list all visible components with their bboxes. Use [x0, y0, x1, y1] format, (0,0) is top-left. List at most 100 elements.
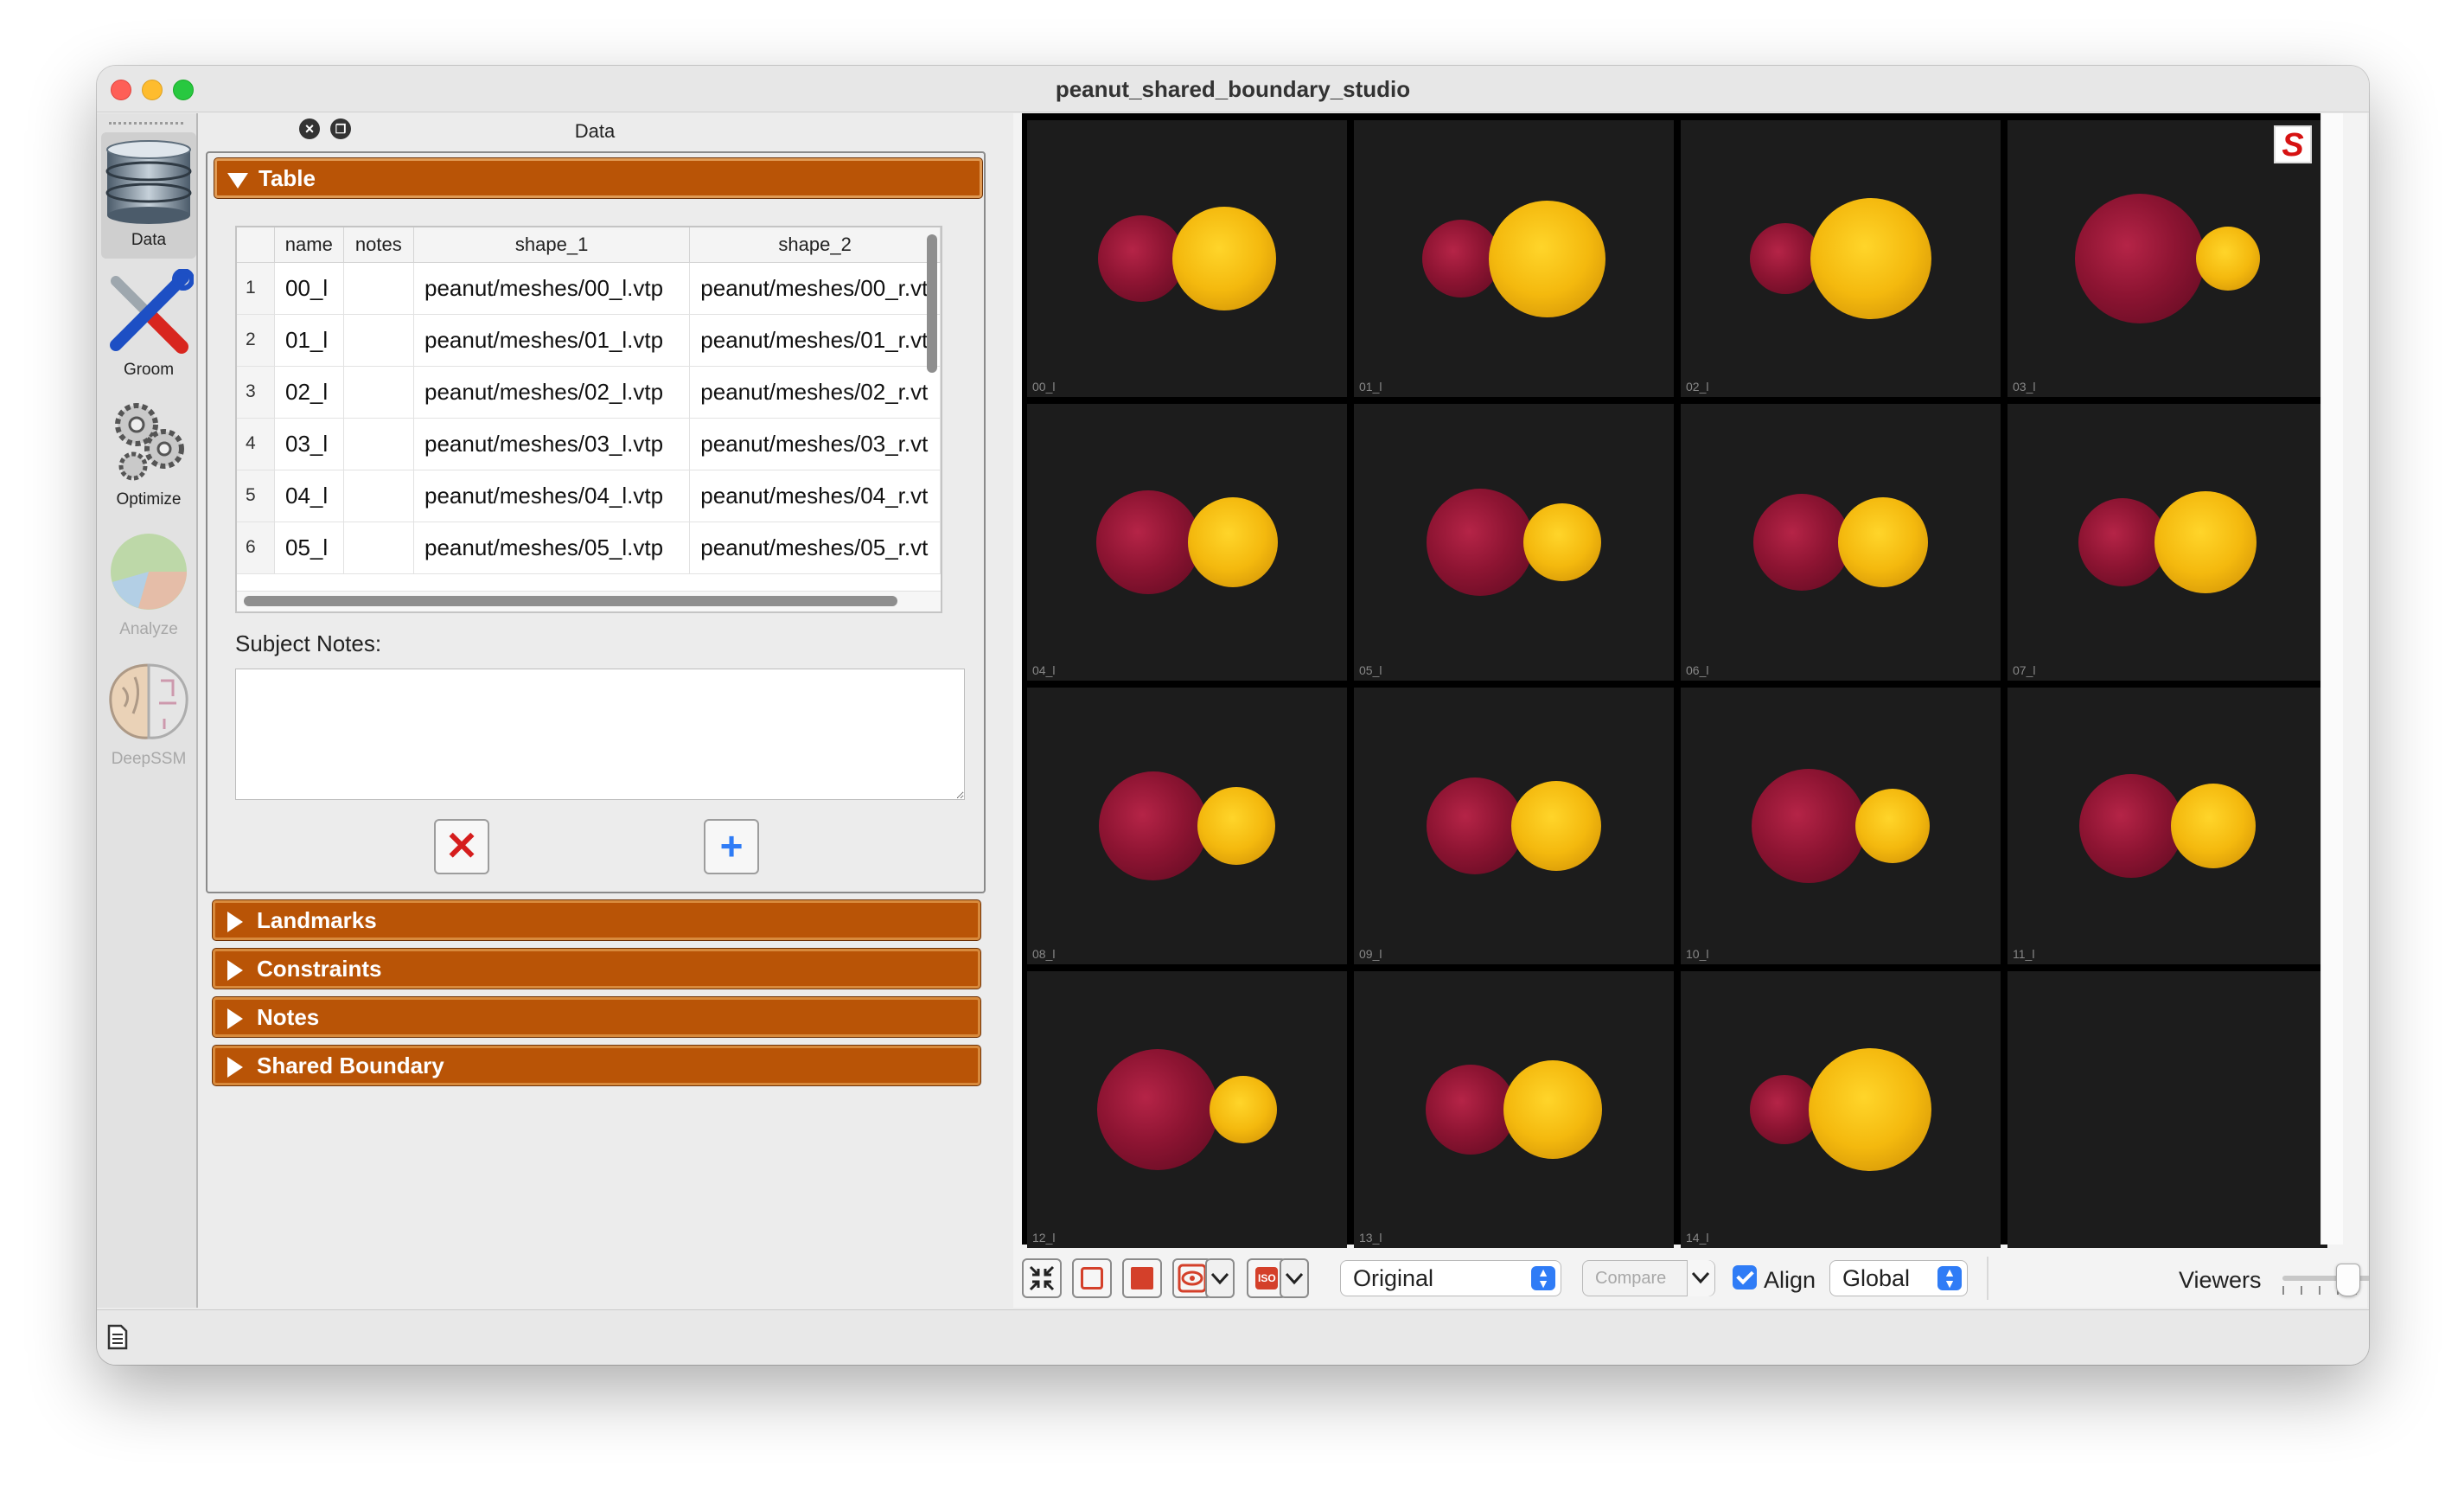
- cell-notes[interactable]: [343, 418, 414, 470]
- cell-notes[interactable]: [343, 470, 414, 522]
- tool-optimize[interactable]: Optimize: [101, 392, 196, 518]
- cell-name[interactable]: 04_l: [274, 470, 344, 522]
- cell-name[interactable]: 00_l: [274, 262, 344, 315]
- render-viewport[interactable]: 06_l: [1681, 404, 2001, 681]
- render-viewport[interactable]: 14_l: [1681, 971, 2001, 1248]
- subject-notes-textarea[interactable]: [235, 669, 965, 800]
- tool-data[interactable]: Data: [101, 132, 196, 259]
- column-header-name[interactable]: name: [274, 227, 344, 263]
- tool-groom[interactable]: Groom: [101, 262, 196, 388]
- row-number[interactable]: 6: [237, 522, 275, 574]
- dock-float-icon[interactable]: ❐: [330, 118, 351, 139]
- render-viewport[interactable]: 02_l: [1681, 120, 2001, 397]
- align-checkbox[interactable]: [1733, 1265, 1757, 1289]
- constraints-section-header[interactable]: Constraints: [213, 949, 980, 989]
- render-viewport[interactable]: 05_l: [1354, 404, 1674, 681]
- column-header-notes[interactable]: notes: [343, 227, 414, 263]
- app-window: peanut_shared_boundary_studio Data Gro: [97, 66, 2369, 1365]
- cell-notes[interactable]: [343, 522, 414, 574]
- row-number[interactable]: 5: [237, 470, 275, 522]
- row-number[interactable]: 4: [237, 418, 275, 470]
- cell-shape-1[interactable]: peanut/meshes/00_l.vtp: [413, 262, 691, 315]
- delete-subject-button[interactable]: ✕: [434, 819, 489, 874]
- cell-name[interactable]: 01_l: [274, 314, 344, 367]
- table-horizontal-scrollbar[interactable]: [244, 596, 897, 606]
- render-viewport[interactable]: 07_l: [2008, 404, 2327, 681]
- cell-shape-1[interactable]: peanut/meshes/03_l.vtp: [413, 418, 691, 470]
- table-row[interactable]: 4 03_l peanut/meshes/03_l.vtp peanut/meshes…: [237, 418, 941, 470]
- table-row[interactable]: 6 05_l peanut/meshes/05_l.vtp peanut/meshes…: [237, 522, 941, 574]
- viewers-slider-thumb[interactable]: [2336, 1264, 2360, 1296]
- viewers-slider-track[interactable]: [2282, 1276, 2369, 1281]
- reset-view-button[interactable]: [1072, 1258, 1112, 1298]
- cell-notes[interactable]: [343, 366, 414, 419]
- render-viewport[interactable]: 01_l: [1354, 120, 1674, 397]
- cell-shape-1[interactable]: peanut/meshes/02_l.vtp: [413, 366, 691, 419]
- center-view-button[interactable]: [1022, 1258, 1062, 1298]
- render-viewport[interactable]: 00_l: [1027, 120, 1347, 397]
- shape-2-mesh: [1510, 781, 1601, 871]
- add-subject-button[interactable]: +: [704, 819, 759, 874]
- row-number[interactable]: 1: [237, 262, 275, 315]
- render-viewport[interactable]: 04_l: [1027, 404, 1347, 681]
- cell-shape-1[interactable]: peanut/meshes/04_l.vtp: [413, 470, 691, 522]
- cell-name[interactable]: 05_l: [274, 522, 344, 574]
- render-grid[interactable]: 00_l 01_l 02_l 03_l 04_l 05_l 06_l 07_l 08_l 09_l…: [1022, 113, 2333, 1248]
- cell-shape-2[interactable]: peanut/meshes/05_r.vt: [689, 522, 941, 574]
- cell-notes[interactable]: [343, 314, 414, 367]
- table-row[interactable]: 5 04_l peanut/meshes/04_l.vtp peanut/meshes…: [237, 470, 941, 522]
- landmark-view-button[interactable]: [1122, 1258, 1162, 1298]
- shape-1-mesh: [1097, 1049, 1219, 1170]
- visibility-menu-button[interactable]: [1205, 1258, 1235, 1298]
- cell-shape-2[interactable]: peanut/meshes/04_r.vt: [689, 470, 941, 522]
- row-number[interactable]: 2: [237, 314, 275, 367]
- table-row[interactable]: 3 02_l peanut/meshes/02_l.vtp peanut/meshes…: [237, 366, 941, 419]
- column-header-shape-2[interactable]: shape_2: [689, 227, 941, 263]
- minimize-window-button[interactable]: [142, 80, 163, 100]
- cell-shape-1[interactable]: peanut/meshes/01_l.vtp: [413, 314, 691, 367]
- cell-shape-2[interactable]: peanut/meshes/03_r.vt: [689, 418, 941, 470]
- cell-shape-1[interactable]: peanut/meshes/05_l.vtp: [413, 522, 691, 574]
- cell-shape-2[interactable]: peanut/meshes/01_r.vt: [689, 314, 941, 367]
- viewer-scrollbar[interactable]: [2320, 113, 2343, 1245]
- iso-menu-button[interactable]: [1280, 1258, 1309, 1298]
- chevron-down-icon: [1285, 1272, 1304, 1285]
- render-viewport[interactable]: 10_l: [1681, 688, 2001, 964]
- shared-boundary-section-header[interactable]: Shared Boundary: [213, 1046, 980, 1085]
- row-number[interactable]: 3: [237, 366, 275, 419]
- alignment-dropdown[interactable]: Global ▲ ▼: [1829, 1260, 1968, 1296]
- subjects-table[interactable]: name notes shape_1 shape_2 1 00_l peanut/m…: [235, 226, 942, 613]
- render-viewport[interactable]: 13_l: [1354, 971, 1674, 1248]
- column-header-shape-1[interactable]: shape_1: [413, 227, 691, 263]
- toolbar-grip[interactable]: [109, 122, 183, 125]
- display-mode-dropdown[interactable]: Original ▲ ▼: [1340, 1260, 1561, 1296]
- tool-analyze[interactable]: Analyze: [101, 522, 196, 648]
- compare-menu-button[interactable]: [1687, 1260, 1714, 1296]
- landmarks-section-header[interactable]: Landmarks: [213, 900, 980, 940]
- render-viewport[interactable]: 12_l: [1027, 971, 1347, 1248]
- render-viewport[interactable]: [2008, 971, 2327, 1248]
- render-viewport[interactable]: 08_l: [1027, 688, 1347, 964]
- render-viewport[interactable]: 09_l: [1354, 688, 1674, 964]
- render-viewport[interactable]: 03_l: [2008, 120, 2327, 397]
- cell-shape-2[interactable]: peanut/meshes/00_r.vt: [689, 262, 941, 315]
- cell-name[interactable]: 03_l: [274, 418, 344, 470]
- cell-shape-2[interactable]: peanut/meshes/02_r.vt: [689, 366, 941, 419]
- table-row[interactable]: 1 00_l peanut/meshes/00_l.vtp peanut/meshes…: [237, 262, 941, 315]
- notes-section-header[interactable]: Notes: [213, 997, 980, 1037]
- table-section-header[interactable]: Table: [214, 158, 982, 198]
- document-icon[interactable]: [105, 1324, 130, 1350]
- compare-dropdown[interactable]: Compare: [1582, 1260, 1715, 1296]
- table-row[interactable]: 2 01_l peanut/meshes/01_l.vtp peanut/meshes…: [237, 314, 941, 367]
- table-vertical-scrollbar[interactable]: [927, 234, 937, 373]
- shapeworks-logo: S: [2274, 125, 2312, 163]
- dock-close-icon[interactable]: ×: [299, 118, 320, 139]
- tool-deepssm[interactable]: DeepSSM: [101, 651, 196, 777]
- section-title: Constraints: [257, 956, 382, 982]
- close-window-button[interactable]: [111, 80, 131, 100]
- cell-name[interactable]: 02_l: [274, 366, 344, 419]
- cell-notes[interactable]: [343, 262, 414, 315]
- zoom-window-button[interactable]: [173, 80, 194, 100]
- render-viewport[interactable]: 11_l: [2008, 688, 2327, 964]
